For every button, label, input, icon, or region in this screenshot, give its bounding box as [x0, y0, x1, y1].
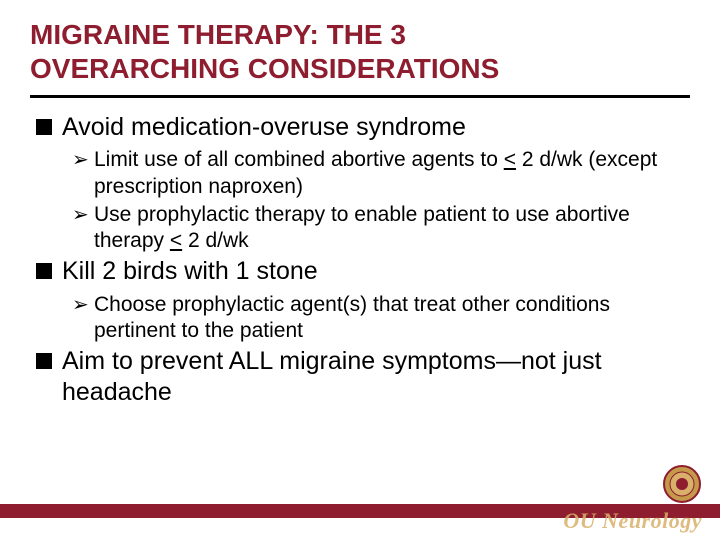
text-fragment: Choose prophylactic agent(s) that treat …	[94, 293, 610, 342]
sub-list-item-text: Limit use of all combined abortive agent…	[94, 147, 690, 200]
seal-icon	[662, 464, 702, 504]
square-bullet-icon	[36, 263, 52, 279]
footer-label: OU Neurology	[563, 508, 702, 534]
list-item-text: Avoid medication-overuse syndrome	[62, 112, 466, 143]
title-line-2: OVERARCHING CONSIDERATIONS	[30, 53, 499, 84]
text-fragment: Limit use of all combined abortive agent…	[94, 148, 504, 171]
underlined-text: <	[504, 148, 516, 171]
list-item-text: Kill 2 birds with 1 stone	[62, 256, 318, 287]
sub-list-item-text: Use prophylactic therapy to enable patie…	[94, 202, 690, 255]
list-item: Kill 2 birds with 1 stone	[36, 256, 690, 287]
underlined-text: <	[170, 229, 182, 252]
square-bullet-icon	[36, 119, 52, 135]
slide: MIGRAINE THERAPY: THE 3 OVERARCHING CONS…	[0, 0, 720, 540]
slide-title: MIGRAINE THERAPY: THE 3 OVERARCHING CONS…	[30, 18, 690, 95]
square-bullet-icon	[36, 353, 52, 369]
sub-list-item: ➢ Choose prophylactic agent(s) that trea…	[72, 292, 690, 345]
title-divider	[30, 95, 690, 98]
content-area: Avoid medication-overuse syndrome ➢ Limi…	[30, 112, 690, 409]
list-item-text: Aim to prevent ALL migraine symptoms—not…	[62, 346, 690, 409]
sub-list-item: ➢ Limit use of all combined abortive age…	[72, 147, 690, 200]
title-line-1: MIGRAINE THERAPY: THE 3	[30, 19, 406, 50]
arrow-bullet-icon: ➢	[72, 202, 90, 228]
text-fragment: 2 d/wk	[182, 229, 249, 252]
sub-list-item-text: Choose prophylactic agent(s) that treat …	[94, 292, 690, 345]
list-item: Avoid medication-overuse syndrome	[36, 112, 690, 143]
list-item: Aim to prevent ALL migraine symptoms—not…	[36, 346, 690, 409]
arrow-bullet-icon: ➢	[72, 147, 90, 173]
sub-list-item: ➢ Use prophylactic therapy to enable pat…	[72, 202, 690, 255]
arrow-bullet-icon: ➢	[72, 292, 90, 318]
